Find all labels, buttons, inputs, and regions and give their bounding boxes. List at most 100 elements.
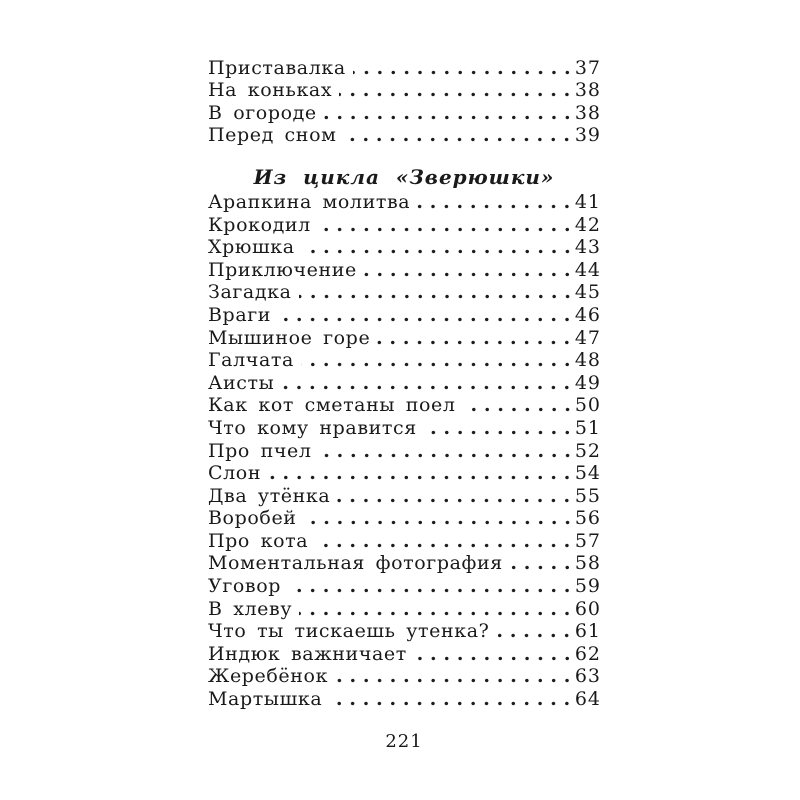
toc-entry-page-number: 44	[574, 258, 601, 281]
toc-entry-title: Жеребёнок	[208, 665, 329, 688]
toc-entry-page-number: 62	[574, 642, 601, 665]
toc-entry: Два утёнка 55	[208, 483, 600, 506]
toc-entry-page-number: 42	[574, 213, 601, 236]
toc-entry: На коньках 38	[208, 78, 600, 101]
toc-entry-page-number: 63	[574, 665, 601, 688]
page-number: 221	[385, 731, 423, 752]
dot-leader	[339, 92, 574, 98]
toc-entry-page-number: 38	[574, 101, 601, 124]
toc-entry-title: Уговор	[208, 575, 282, 598]
toc-entry-page-number: 37	[574, 56, 601, 79]
dot-leader	[318, 452, 574, 458]
toc-entry-title: Про пчел	[208, 439, 312, 462]
toc-entry: Моментальная фотография 58	[208, 551, 600, 574]
toc-entry-page-number: 43	[574, 236, 601, 259]
dot-leader	[423, 429, 574, 435]
toc-cycle-section: Арапкина молитва 41 Крокодил 42 Хрюшка 4…	[208, 189, 600, 709]
toc-entry-page-number: 61	[574, 620, 601, 643]
toc-entry-page-number: 45	[574, 281, 601, 304]
toc-entry-title: Аисты	[208, 371, 275, 394]
dot-leader	[496, 633, 574, 639]
toc-entry-page-number: 52	[574, 439, 601, 462]
toc-entry-title: Крокодил	[208, 213, 311, 236]
toc-entry-title: Слон	[208, 462, 262, 485]
toc-entry-page-number: 49	[574, 371, 601, 394]
dot-leader	[337, 497, 574, 503]
toc-entry-title: Загадка	[208, 281, 292, 304]
toc-entry-page-number: 48	[574, 349, 601, 372]
dot-leader	[278, 316, 574, 322]
toc-entry: Приставалка 37	[208, 55, 600, 78]
dot-leader	[417, 203, 574, 209]
toc-entry-title: Два утёнка	[208, 484, 331, 507]
toc-entry-title: Галчата	[208, 349, 294, 372]
toc-entry-title: Индюк важничает	[208, 642, 407, 665]
toc-entry-page-number: 41	[574, 190, 601, 213]
toc-entry-title: Приставалка	[208, 56, 346, 79]
toc-entry: В огороде 38	[208, 100, 600, 123]
toc-entry-page-number: 38	[574, 79, 601, 102]
toc-entry: В хлеву 60	[208, 596, 600, 619]
toc-entry-title: Про кота	[208, 529, 309, 552]
toc-entry-page-number: 46	[574, 303, 601, 326]
dot-leader	[301, 249, 574, 255]
dot-leader	[323, 114, 574, 120]
dot-leader	[299, 610, 574, 616]
toc-entry: Мартышка 64	[208, 686, 600, 709]
toc-entry: Крокодил 42	[208, 212, 600, 235]
dot-leader	[377, 339, 574, 345]
toc-entry-title: Перед сном	[208, 124, 337, 147]
dot-leader	[462, 407, 574, 413]
dot-leader	[317, 226, 574, 232]
dot-leader	[343, 137, 574, 143]
toc-entry-page-number: 60	[574, 597, 601, 620]
dot-leader	[363, 271, 574, 277]
toc-entry-page-number: 64	[574, 688, 601, 711]
toc-entry-title: Что ты тискаешь утенка?	[208, 620, 490, 643]
toc-entry-title: Как кот сметаны поел	[208, 394, 456, 417]
toc-entry-page-number: 58	[574, 552, 601, 575]
toc-entry-title: На коньках	[208, 79, 333, 102]
toc-entry: Арапкина молитва 41	[208, 189, 600, 212]
toc-entry-title: В хлеву	[208, 597, 293, 620]
toc-entry: Хрюшка 43	[208, 235, 600, 258]
toc-entry-title: Моментальная фотография	[208, 552, 503, 575]
toc-entry: Как кот сметаны поел 50	[208, 393, 600, 416]
toc-entry-title: Мартышка	[208, 688, 323, 711]
toc-entry-title: Враги	[208, 303, 272, 326]
toc-entry: Перед сном 39	[208, 123, 600, 146]
toc-entry-page-number: 50	[574, 394, 601, 417]
toc-entry-page-number: 56	[574, 507, 601, 530]
toc-entry: Приключение 44	[208, 257, 600, 280]
toc-entry: Аисты 49	[208, 370, 600, 393]
dot-leader	[298, 294, 574, 300]
toc-entry-page-number: 59	[574, 575, 601, 598]
toc-entry-page-number: 55	[574, 484, 601, 507]
dot-leader	[509, 565, 574, 571]
toc-entry-page-number: 57	[574, 529, 601, 552]
dot-leader	[268, 475, 574, 481]
toc-entry: Индюк важничает 62	[208, 641, 600, 664]
toc-entry: Что кому нравится 51	[208, 415, 600, 438]
toc-entry-page-number: 54	[574, 462, 601, 485]
dot-leader	[315, 542, 574, 548]
dot-leader	[303, 520, 574, 526]
toc-entry: Мышиное горе 47	[208, 325, 600, 348]
toc-entry-title: Мышиное горе	[208, 326, 371, 349]
toc-entry-title: Хрюшка	[208, 236, 295, 259]
dot-leader	[300, 362, 574, 368]
toc-entry-page-number: 47	[574, 326, 601, 349]
toc-entry: Галчата 48	[208, 348, 600, 371]
toc-entry: Враги 46	[208, 302, 600, 325]
toc-entry-title: Воробей	[208, 507, 297, 530]
toc-entry: Загадка 45	[208, 280, 600, 303]
dot-leader	[329, 701, 574, 707]
toc-entry: Про пчел 52	[208, 438, 600, 461]
toc-entry-title: Арапкина молитва	[208, 190, 411, 213]
dot-leader	[281, 384, 574, 390]
section-header: Из цикла «Зверюшки»	[253, 165, 555, 190]
toc-entry-title: В огороде	[208, 101, 317, 124]
toc-entry-page-number: 39	[574, 124, 601, 147]
dot-leader	[413, 655, 574, 661]
